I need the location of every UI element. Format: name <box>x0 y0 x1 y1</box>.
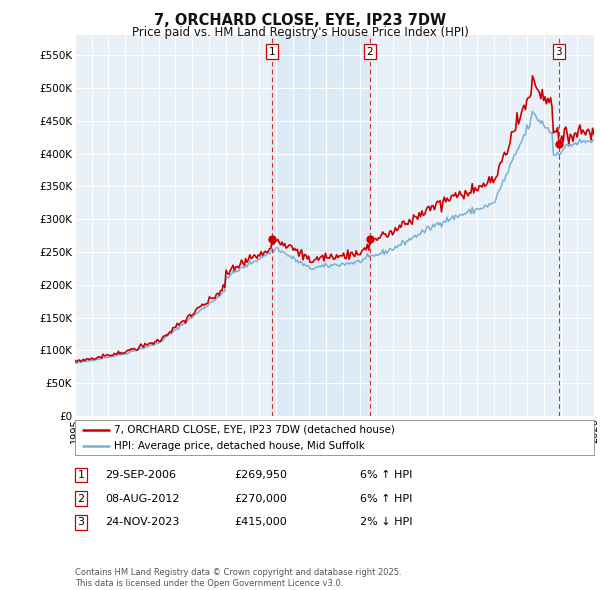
Text: 3: 3 <box>77 517 85 527</box>
Text: £269,950: £269,950 <box>234 470 287 480</box>
Text: 1: 1 <box>77 470 85 480</box>
Text: 2: 2 <box>77 494 85 503</box>
Text: 7, ORCHARD CLOSE, EYE, IP23 7DW (detached house): 7, ORCHARD CLOSE, EYE, IP23 7DW (detache… <box>114 425 395 435</box>
Text: This data is licensed under the Open Government Licence v3.0.: This data is licensed under the Open Gov… <box>75 579 343 588</box>
Text: 1: 1 <box>268 47 275 57</box>
Text: Price paid vs. HM Land Registry's House Price Index (HPI): Price paid vs. HM Land Registry's House … <box>131 26 469 39</box>
Text: 29-SEP-2006: 29-SEP-2006 <box>105 470 176 480</box>
Text: Contains HM Land Registry data © Crown copyright and database right 2025.: Contains HM Land Registry data © Crown c… <box>75 568 401 576</box>
Text: HPI: Average price, detached house, Mid Suffolk: HPI: Average price, detached house, Mid … <box>114 441 365 451</box>
Text: £415,000: £415,000 <box>234 517 287 527</box>
Text: 3: 3 <box>556 47 562 57</box>
Text: 6% ↑ HPI: 6% ↑ HPI <box>360 470 412 480</box>
Text: 08-AUG-2012: 08-AUG-2012 <box>105 494 179 503</box>
Text: 6% ↑ HPI: 6% ↑ HPI <box>360 494 412 503</box>
Text: 24-NOV-2023: 24-NOV-2023 <box>105 517 179 527</box>
Bar <box>272 35 370 416</box>
Text: £270,000: £270,000 <box>234 494 287 503</box>
Text: 7, ORCHARD CLOSE, EYE, IP23 7DW: 7, ORCHARD CLOSE, EYE, IP23 7DW <box>154 13 446 28</box>
Text: 2: 2 <box>367 47 373 57</box>
Text: 2% ↓ HPI: 2% ↓ HPI <box>360 517 413 527</box>
